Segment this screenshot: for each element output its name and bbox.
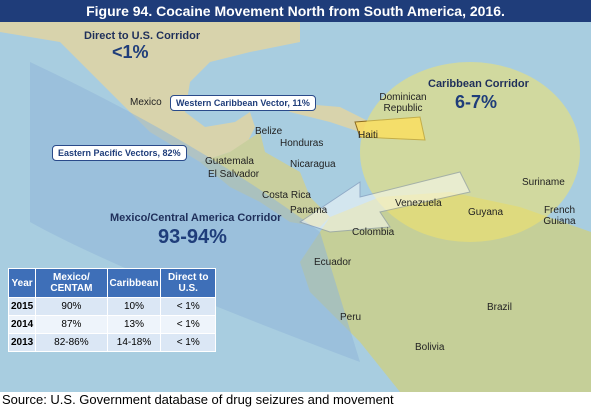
table-row: 2013 82-86% 14-18% < 1% — [7, 333, 216, 352]
south-america — [300, 192, 591, 392]
data-table: Year Mexico/ CENTAM Caribbean Direct to U.S… — [7, 268, 216, 352]
place-label: Venezuela — [395, 198, 442, 209]
place-label: Panama — [290, 205, 328, 216]
place-label: Brazil — [487, 302, 513, 313]
vector-label: Western Caribbean Vector, 11% — [170, 95, 316, 111]
place-label: French Guiana — [543, 205, 576, 227]
source: Source: U.S. Government database of drug… — [2, 392, 394, 407]
table-cell: < 1% — [160, 297, 216, 316]
mexico-centam-corridor — [30, 62, 360, 362]
table-cell: 13% — [106, 315, 162, 334]
table-cell: 2013 — [7, 333, 37, 352]
corridor-share: 6-7% — [455, 92, 498, 112]
place-label: Belize — [255, 126, 283, 137]
table-body: 2015 90% 10% < 1% 2014 87% 13% < 1% 2013 82-86% 14… — [7, 297, 216, 352]
place-label: Costa Rica — [262, 190, 311, 201]
table-cell: < 1% — [160, 333, 216, 352]
map — [0, 22, 591, 392]
table-row: 2014 87% 13% < 1% — [7, 315, 216, 334]
vector-label: Eastern Pacific Vectors, 82% — [52, 145, 187, 161]
table-cell: 2014 — [7, 315, 37, 334]
place-label: Dominican Republic — [379, 92, 427, 114]
table-cell: 87% — [35, 315, 108, 334]
place-label: Bolivia — [415, 342, 445, 353]
north-america — [0, 22, 300, 162]
place-label: Suriname — [522, 177, 565, 188]
place-label: Nicaragua — [290, 159, 336, 170]
place-label: Ecuador — [314, 257, 352, 268]
table-cell: 82-86% — [35, 333, 108, 352]
corridor-share: 93-94% — [158, 226, 227, 248]
place-label: El Salvador — [208, 169, 260, 180]
table-cell: 90% — [35, 297, 108, 316]
corridor-name: Direct to U.S. Corridor — [84, 30, 201, 42]
column-header: Mexico/ CENTAM — [35, 268, 108, 298]
place-label: Colombia — [352, 227, 395, 238]
arrow — [298, 171, 471, 233]
table-row: 2015 90% 10% < 1% — [7, 297, 216, 316]
table-header: Year Mexico/ CENTAM Caribbean Direct to U.S… — [7, 268, 216, 298]
column-header: Year — [7, 268, 37, 298]
table-cell: 10% — [106, 297, 162, 316]
place-label: Guyana — [468, 207, 504, 218]
place-label: Honduras — [280, 138, 324, 149]
table-cell: < 1% — [160, 315, 216, 334]
table-cell: 14-18% — [106, 333, 162, 352]
place-label: Haiti — [358, 130, 379, 141]
central-america — [200, 132, 330, 227]
column-header: Caribbean — [106, 268, 162, 298]
corridor-name: Mexico/Central America Corridor — [110, 212, 282, 224]
corridor-name: Caribbean Corridor — [428, 78, 529, 90]
corridor-share: <1% — [112, 42, 149, 62]
place-label: Mexico — [130, 97, 162, 108]
table-cell: 2015 — [7, 297, 37, 316]
title: Figure 94. Cocaine Movement North from S… — [0, 0, 591, 22]
place-label: Guatemala — [205, 156, 254, 167]
place-label: Peru — [340, 312, 362, 323]
column-header: Direct to U.S. — [160, 268, 216, 298]
